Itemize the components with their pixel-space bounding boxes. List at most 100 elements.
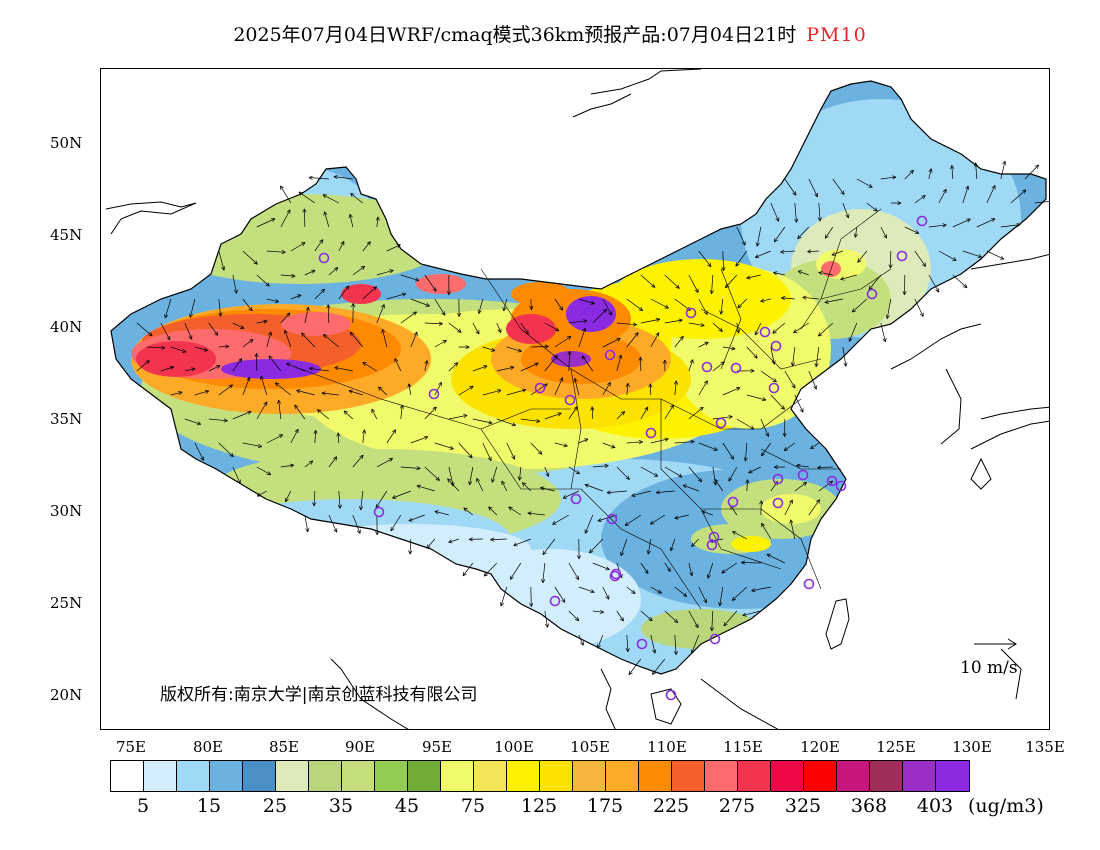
wind-arrow-icon xyxy=(552,514,570,525)
wind-arrow-icon xyxy=(817,465,833,470)
wind-arrow-icon xyxy=(160,365,175,372)
wind-arrow-icon xyxy=(904,169,914,180)
station-marker-icon xyxy=(826,475,838,487)
colorbar-swatch xyxy=(276,761,309,791)
wind-arrow-icon xyxy=(542,538,556,555)
wind-arrow-icon xyxy=(602,586,610,600)
station-marker-icon xyxy=(708,531,720,543)
wind-arrow-icon xyxy=(673,380,679,396)
wind-arrow-icon xyxy=(616,610,624,622)
wind-arrow-icon xyxy=(544,355,558,372)
wind-arrow-icon xyxy=(350,193,364,204)
wind-arrow-icon xyxy=(1034,201,1049,204)
wind-arrow-icon xyxy=(602,442,616,449)
wind-arrow-icon xyxy=(322,194,339,204)
province-borders xyxy=(300,208,892,610)
lat-label: 30N xyxy=(50,502,83,520)
wind-arrow-icon xyxy=(640,274,656,288)
wind-arrow-icon xyxy=(378,386,388,396)
station-marker-icon xyxy=(866,288,878,300)
wind-arrow-icon xyxy=(773,271,785,276)
wind-arrow-icon xyxy=(407,383,412,396)
wind-arrow-icon xyxy=(394,358,402,372)
wind-arrow-icon xyxy=(274,382,292,396)
wind-arrow-icon xyxy=(709,274,714,295)
wind-arrow-icon xyxy=(500,586,508,607)
wind-arrow-icon xyxy=(842,346,848,367)
wind-arrow-icon xyxy=(400,274,420,282)
wind-arrow-icon xyxy=(294,404,306,420)
wind-arrow-icon xyxy=(590,406,595,420)
wind-arrow-icon xyxy=(348,389,363,396)
wind-arrow-icon xyxy=(650,332,660,348)
wind-arrow-icon xyxy=(256,218,276,228)
wind-arrow-icon xyxy=(851,298,868,313)
wind-arrow-icon xyxy=(232,466,241,484)
wind-arrow-icon xyxy=(625,634,630,652)
wind-arrow-icon xyxy=(682,484,699,492)
wind-arrow-icon xyxy=(232,274,238,294)
wind-arrow-icon xyxy=(349,331,364,348)
colorbar-unit: (ug/m3) xyxy=(968,795,1044,817)
wind-arrow-icon xyxy=(646,538,652,555)
wind-arrow-icon xyxy=(424,321,443,326)
station-marker-icon xyxy=(768,382,780,394)
lon-label: 100E xyxy=(494,738,534,756)
colorbar-label: 403 xyxy=(916,795,954,817)
wind-arrow-icon xyxy=(709,610,714,632)
wind-arrow-icon xyxy=(725,274,738,289)
wind-arrow-icon xyxy=(316,409,330,420)
station-marker-icon xyxy=(645,427,657,439)
wind-arrow-icon xyxy=(544,610,549,628)
forecast-map xyxy=(100,68,1050,730)
wind-arrow-icon xyxy=(256,319,268,324)
wind-arrow-icon xyxy=(581,355,594,372)
lon-label: 75E xyxy=(115,738,147,756)
wind-arrow-icon xyxy=(718,586,724,607)
wind-arrow-icon xyxy=(640,562,649,574)
wind-arrow-icon xyxy=(496,322,502,333)
wind-arrow-icon xyxy=(814,346,820,367)
wind-arrow-icon xyxy=(290,242,306,252)
wind-arrow-icon xyxy=(218,344,230,349)
colorbar-swatch xyxy=(111,761,144,791)
map-title: 2025年07月04日WRF/cmaq模式36km预报产品:07月04日21时 P… xyxy=(0,20,1100,47)
wind-arrow-icon xyxy=(950,165,955,180)
wind-arrow-icon xyxy=(482,442,492,461)
colorbar-swatch xyxy=(903,761,936,791)
wind-arrow-icon xyxy=(698,380,708,396)
station-marker-icon xyxy=(759,326,771,338)
wind-arrow-icon xyxy=(508,506,522,516)
copyright-text: 版权所有:南京大学|南京创蓝科技有限公司 xyxy=(160,685,478,705)
wind-arrow-icon xyxy=(260,375,268,396)
wind-arrow-icon xyxy=(522,482,532,492)
wind-arrow-icon xyxy=(530,344,549,349)
wind-arrow-icon xyxy=(797,226,810,240)
wind-arrow-icon xyxy=(818,480,834,492)
lon-label: 115E xyxy=(723,738,763,756)
wind-arrow-icon xyxy=(719,298,724,315)
wind-arrow-icon xyxy=(592,308,608,324)
wind-arrow-icon xyxy=(280,463,295,468)
wind-arrow-icon xyxy=(483,562,498,577)
wind-arrow-icon xyxy=(458,385,474,396)
wind-arrow-icon xyxy=(256,274,270,287)
wind-arrow-icon xyxy=(732,531,747,540)
wind-arrow-icon xyxy=(254,353,259,372)
wind-arrow-icon xyxy=(476,477,484,492)
wind-arrow-icon xyxy=(962,250,982,259)
wind-arrow-icon xyxy=(328,267,339,276)
station-marker-icon xyxy=(685,307,697,319)
wind-arrow-icon xyxy=(527,511,545,516)
colorbar-swatch xyxy=(837,761,870,791)
lat-label: 45N xyxy=(50,226,83,244)
wind-arrow-icon xyxy=(280,185,292,204)
colorbar-label: 125 xyxy=(520,795,558,817)
station-marker-icon xyxy=(564,394,576,406)
wind-arrow-icon xyxy=(314,288,325,300)
wind-arrow-icon xyxy=(880,226,888,239)
wind-arrow-icon xyxy=(640,406,649,420)
wind-arrow-icon xyxy=(664,466,683,478)
wind-arrow-icon xyxy=(973,162,978,180)
wind-arrow-icon xyxy=(616,354,623,372)
